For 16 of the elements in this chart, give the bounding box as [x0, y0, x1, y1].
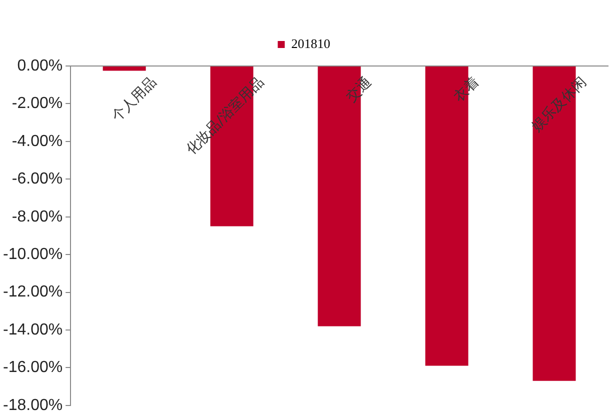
y-tick-label: -14.00%: [3, 321, 63, 338]
y-tick-label: -16.00%: [3, 359, 63, 376]
x-tick-label: 化妆品/浴室用品: [183, 74, 268, 158]
x-tick-label: 娱乐及休闲: [528, 74, 590, 135]
y-tick-label: -2.00%: [12, 95, 63, 112]
y-tick-label: -8.00%: [12, 208, 63, 226]
y-tick-label: 0.00%: [17, 57, 63, 74]
y-tick-label: -18.00%: [3, 396, 63, 414]
y-tick-label: -10.00%: [3, 246, 63, 263]
y-tick-label: -12.00%: [3, 284, 63, 301]
x-tick-label: 交通: [344, 74, 375, 106]
legend-label: 201810: [291, 36, 330, 51]
y-tick-label: -6.00%: [12, 170, 63, 188]
x-tick-label: 个人用品: [108, 74, 160, 125]
y-tick-label: -4.00%: [12, 132, 63, 150]
x-tick-label: 衣着: [451, 74, 482, 106]
